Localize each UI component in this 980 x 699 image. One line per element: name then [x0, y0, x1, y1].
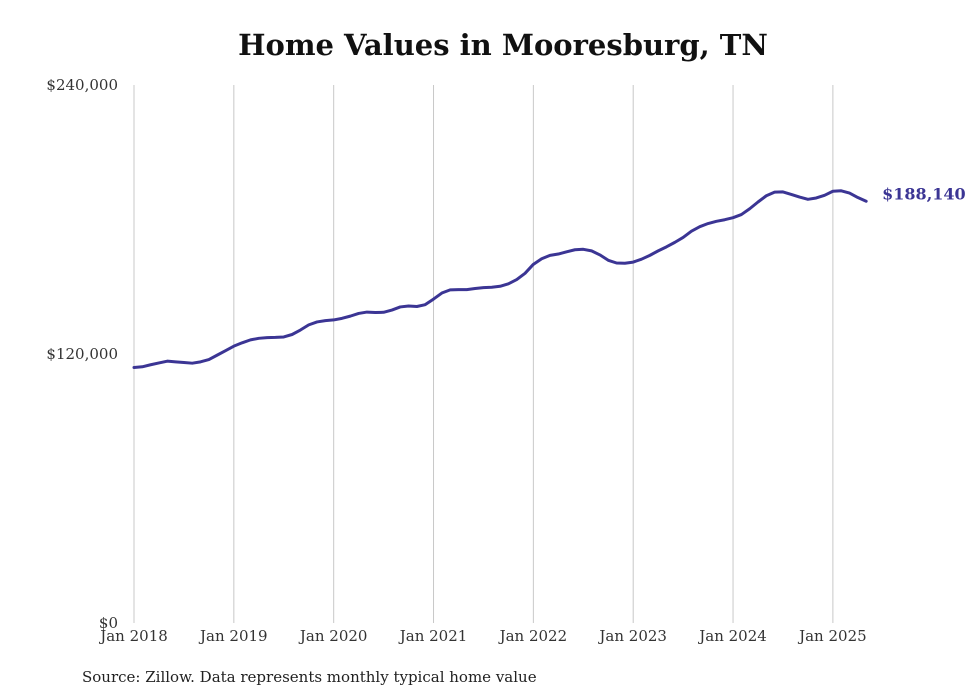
- chart-title: Home Values in Mooresburg, TN: [238, 28, 768, 62]
- y-axis-ticks: $0 $120,000 $240,000: [46, 76, 118, 632]
- y-tick-label: $240,000: [46, 76, 118, 94]
- y-tick-label: $120,000: [46, 345, 118, 363]
- y-tick-label: $0: [99, 614, 118, 632]
- grid-lines: [133, 85, 834, 623]
- end-value-label: $188,140: [882, 184, 966, 203]
- x-tick-label: Jan 2020: [298, 627, 368, 645]
- x-tick-label: Jan 2025: [797, 627, 867, 645]
- x-tick-label: Jan 2021: [398, 627, 468, 645]
- series-layer: [132, 189, 868, 369]
- series-line-home-value: [132, 189, 868, 369]
- x-axis-ticks: Jan 2018 Jan 2019 Jan 2020 Jan 2021 Jan 2022…: [98, 627, 866, 645]
- end-label-layer: $188,140: [882, 184, 966, 203]
- x-tick-label: Jan 2023: [597, 627, 667, 645]
- x-tick-label: Jan 2024: [697, 627, 767, 645]
- x-tick-label: Jan 2019: [198, 627, 268, 645]
- source-note: Source: Zillow. Data represents monthly …: [82, 668, 537, 686]
- x-tick-label: Jan 2022: [498, 627, 568, 645]
- x-tick-label: Jan 2018: [98, 627, 168, 645]
